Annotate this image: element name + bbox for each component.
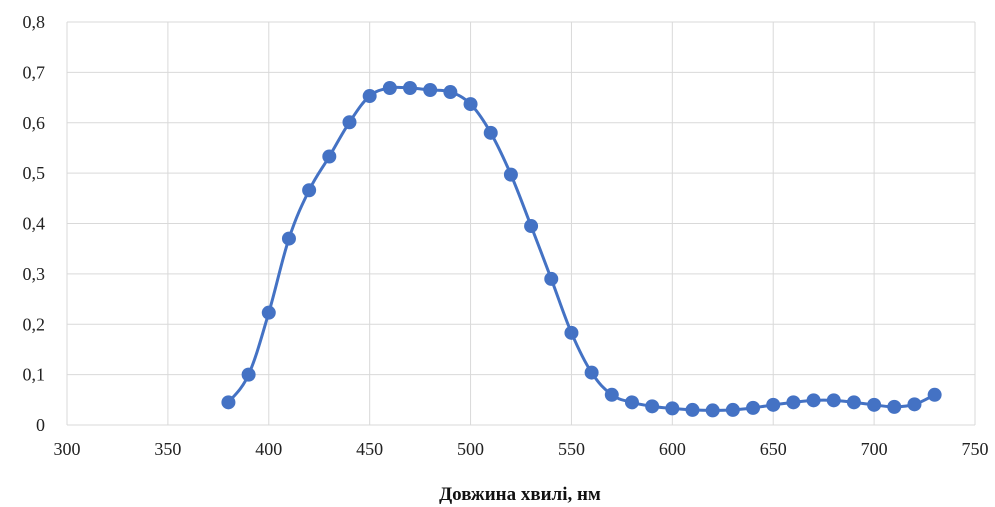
data-point xyxy=(725,402,740,417)
data-point xyxy=(645,399,660,414)
x-tick-label: 750 xyxy=(962,439,989,459)
data-point xyxy=(927,387,942,402)
data-point xyxy=(483,125,498,140)
data-point xyxy=(564,325,579,340)
data-point xyxy=(261,305,276,320)
data-point xyxy=(503,167,518,182)
data-point xyxy=(322,149,337,164)
y-tick-label: 0,5 xyxy=(23,163,46,183)
data-point xyxy=(746,400,761,415)
data-point xyxy=(826,393,841,408)
data-point xyxy=(887,399,902,414)
data-point xyxy=(302,183,317,198)
data-point xyxy=(786,395,801,410)
series-line xyxy=(227,85,936,412)
data-point xyxy=(241,367,256,382)
data-point xyxy=(806,393,821,408)
data-point xyxy=(423,83,438,98)
x-tick-label: 700 xyxy=(861,439,888,459)
data-point xyxy=(685,402,700,417)
x-tick-label: 400 xyxy=(255,439,282,459)
y-tick-label: 0 xyxy=(36,415,45,435)
data-point xyxy=(907,397,922,412)
data-point xyxy=(665,401,680,416)
x-axis-label: Довжина хвилі, нм xyxy=(439,484,601,505)
x-tick-label: 350 xyxy=(154,439,181,459)
y-tick-label: 0,2 xyxy=(23,314,46,334)
x-tick-label: 500 xyxy=(457,439,484,459)
data-point xyxy=(867,397,882,412)
data-point xyxy=(362,89,377,104)
data-point xyxy=(342,115,357,130)
data-point xyxy=(281,231,296,246)
x-tick-label: 450 xyxy=(356,439,383,459)
y-tick-label: 0,4 xyxy=(23,214,46,234)
y-tick-label: 0,7 xyxy=(23,62,46,82)
y-tick-label: 0,8 xyxy=(23,12,46,32)
series-group xyxy=(221,80,942,418)
data-point xyxy=(403,80,418,95)
data-point xyxy=(584,365,599,380)
data-point xyxy=(846,395,861,410)
x-tick-label: 550 xyxy=(558,439,585,459)
y-tick-label: 0,1 xyxy=(23,365,46,385)
data-point xyxy=(382,80,397,95)
data-point xyxy=(463,97,478,112)
data-point xyxy=(624,395,639,410)
grid xyxy=(66,21,976,426)
x-tick-label: 600 xyxy=(659,439,686,459)
y-tick-label: 0,6 xyxy=(23,113,46,133)
data-point xyxy=(604,387,619,402)
data-point xyxy=(443,85,458,100)
x-tick-label: 300 xyxy=(54,439,81,459)
data-point xyxy=(544,271,559,286)
data-point xyxy=(221,395,236,410)
y-axis-tick-labels: 0 0,1 0,2 0,3 0,4 0,5 0,6 0,7 0,8 xyxy=(23,12,46,435)
data-point xyxy=(705,403,720,418)
data-point xyxy=(524,219,539,234)
x-axis-tick-labels: 300 350 400 450 500 550 600 650 700 750 xyxy=(54,439,989,459)
x-tick-label: 650 xyxy=(760,439,787,459)
data-point xyxy=(766,397,781,412)
y-tick-label: 0,3 xyxy=(23,264,46,284)
